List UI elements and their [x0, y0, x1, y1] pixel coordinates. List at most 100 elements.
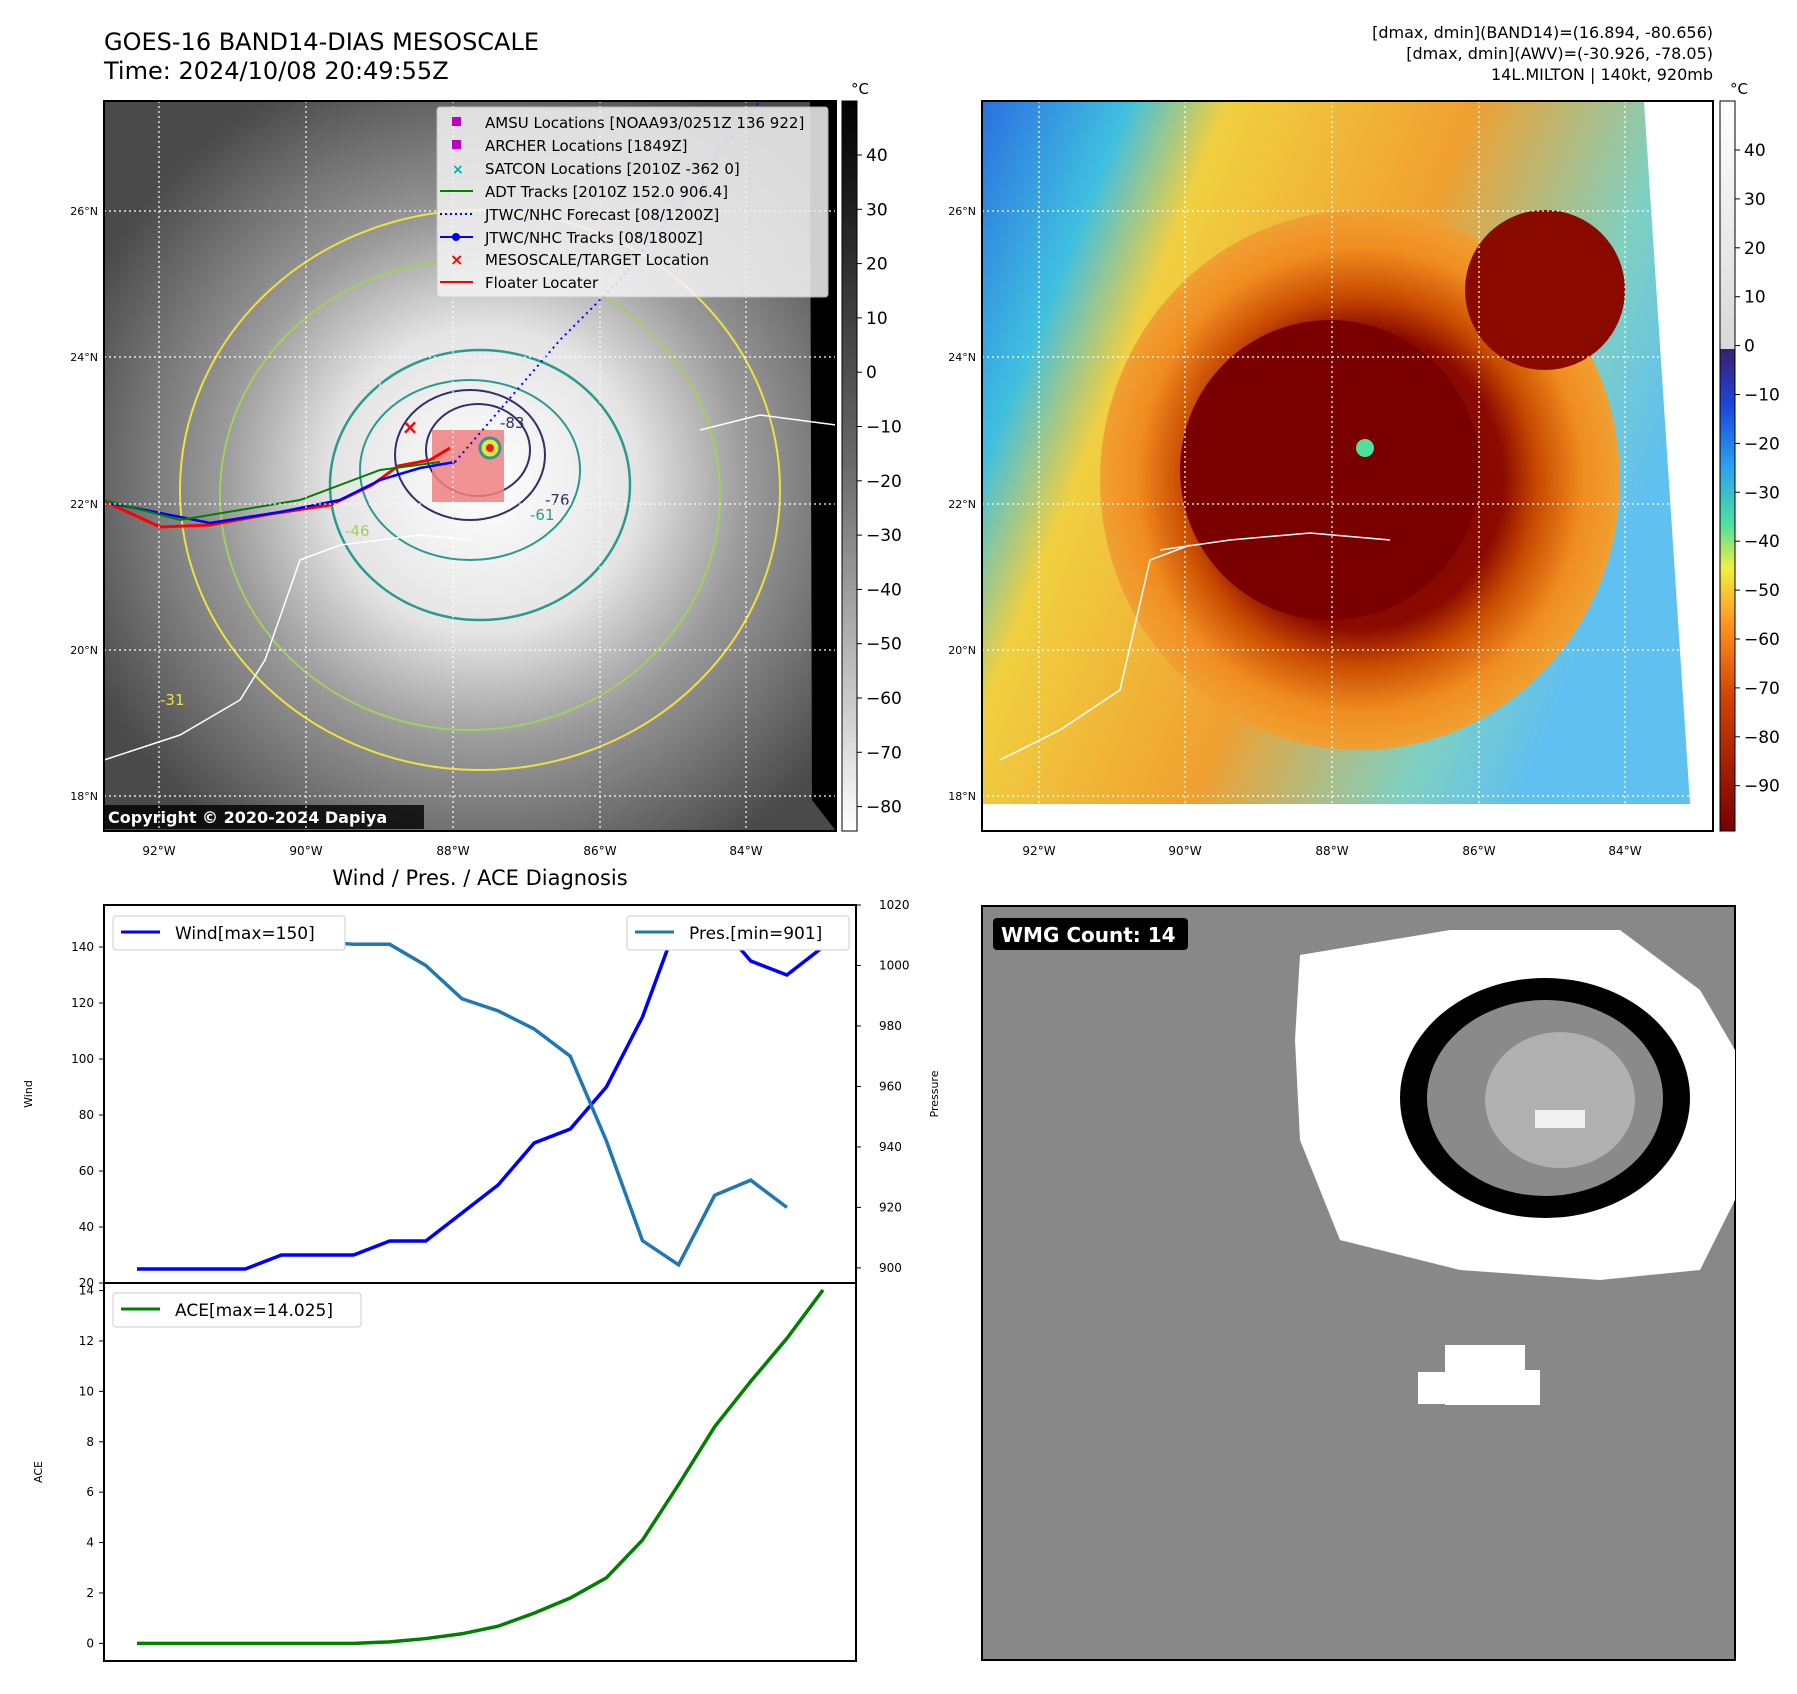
colorbar-right-tick-label: −90 [1744, 777, 1780, 797]
ace-ytick-label: 8 [86, 1435, 94, 1449]
pressure-ytick-label: 920 [879, 1200, 902, 1214]
lat-label: 22°N [70, 498, 98, 511]
colorbar-left-tick-label: −40 [866, 580, 902, 600]
lon-label: 86°W [583, 844, 616, 858]
enhanced-eye [1356, 439, 1374, 457]
colorbar-right-tick-label: −10 [1744, 386, 1780, 406]
colorbar-right-tick-label: 30 [1744, 190, 1766, 210]
wind-ytick-label: 40 [79, 1220, 94, 1234]
wind-ytick-label: 80 [79, 1108, 94, 1122]
lon-label: 84°W [729, 844, 762, 858]
enhanced-coastline [999, 532, 1391, 761]
lon-label: 88°W [1315, 844, 1348, 858]
enhanced-cloud-ne [1465, 210, 1625, 370]
legend-amsu-marker [452, 117, 461, 126]
colorbar-right-tick-label: 10 [1744, 288, 1766, 308]
legend-forecast: JTWC/NHC Forecast [08/1200Z] [484, 206, 719, 224]
colorbar-right-tick-label: −80 [1744, 728, 1780, 748]
colorbar-right-tick-label: 0 [1744, 337, 1755, 357]
wind-axis-label: Wind [22, 1080, 35, 1108]
colorbar-right-tick-label: 20 [1744, 239, 1766, 259]
ace-series-line [137, 1288, 825, 1646]
lon-label: 90°W [289, 844, 322, 858]
jtwc-track [109, 460, 456, 525]
mesoscale-target-marker: × [402, 415, 419, 439]
ace-ytick-label: 12 [79, 1334, 94, 1348]
figure-time: Time: 2024/10/08 20:49:55Z [103, 57, 449, 85]
colorbar-left-tick-label: −30 [866, 526, 902, 546]
colorbar-left-tick-label: −50 [866, 635, 902, 655]
ace-frame [103, 1282, 857, 1662]
wind-legend-box [112, 915, 346, 951]
colorbar-left-tick-label: 0 [866, 363, 877, 383]
wind-pressure-frame [103, 904, 857, 1284]
pressure-ytick-label: 1000 [879, 958, 910, 972]
legend-satcon-marker: × [452, 162, 464, 178]
contour-label: -31 [360, 376, 385, 394]
legend-target-marker: × [450, 250, 463, 269]
pressure-legend-label: Pres.[min=901] [689, 924, 822, 944]
colorbar-left: °C 40 30 20 10 0 −10 −20 −30 −40 −50 −60 −70 −80 [841, 80, 902, 832]
wmg-count: WMG Count: 14 [1001, 923, 1176, 947]
pressure-axis-label: Pressure [928, 1070, 941, 1117]
lon-label: 86°W [1462, 844, 1495, 858]
figure-title: GOES-16 BAND14-DIAS MESOSCALE [104, 28, 539, 56]
wind-ytick-label: 60 [79, 1164, 94, 1178]
colorbar-left-tick-label: −10 [866, 418, 902, 438]
contour-navy [394, 389, 546, 521]
contour-label: -76 [545, 491, 570, 509]
lat-label: 24°N [948, 351, 976, 364]
lon-label: 90°W [1168, 844, 1201, 858]
colorbar-left-tick-label: 10 [866, 309, 888, 329]
copyright-box [104, 805, 424, 829]
coastline-cuba [699, 414, 837, 431]
legend-floater: Floater Locater [485, 274, 599, 292]
pressure-ytick-label: 1020 [879, 898, 910, 912]
ace-ytick-label: 4 [86, 1536, 94, 1550]
lat-label: 18°N [948, 790, 976, 803]
wmg-count-box [993, 918, 1188, 950]
lon-label: 84°W [1608, 844, 1641, 858]
ace-legend-box [112, 1292, 362, 1328]
info-band14: [dmax, dmin](BAND14)=(16.894, -80.656) [1372, 23, 1713, 42]
copyright-text: Copyright © 2020-2024 Dapiya [108, 808, 387, 827]
colorbar-right-tick-label: −60 [1744, 630, 1780, 650]
pressure-legend-box [626, 915, 850, 951]
colorbar-right-tick-label: 40 [1744, 141, 1766, 161]
wmg-eye-warm-pixels [1535, 1110, 1585, 1128]
colorbar-right-tick-label: −30 [1744, 483, 1780, 503]
wind-ytick-label: 100 [71, 1052, 94, 1066]
lat-label: 20°N [948, 644, 976, 657]
ir-map-frame [103, 100, 837, 832]
lat-label: 22°N [948, 498, 976, 511]
lat-label: 26°N [70, 205, 98, 218]
colorbar-left-unit: °C [851, 80, 869, 98]
contour-label: -46 [345, 522, 370, 540]
lat-label: 24°N [70, 351, 98, 364]
wmg-panel: WMG Count: 14 [981, 905, 1736, 1661]
lon-label: 92°W [1022, 844, 1055, 858]
wmg-eye [1485, 1032, 1635, 1168]
pressure-ytick-label: 980 [879, 1019, 902, 1033]
enhanced-map-gridlines [982, 101, 1713, 831]
legend-archer: ARCHER Locations [1849Z] [485, 137, 688, 155]
wmg-white-cell-2 [1500, 1370, 1540, 1405]
diagnosis-title: Wind / Pres. / ACE Diagnosis [332, 866, 627, 890]
wind-pressure-chart: 20 40 60 80 100 120 140 900 920 940 960 980 1000 1020… [22, 898, 941, 1290]
lat-lon-labels: 26°N 26°N 24°N 24°N 22°N 22°N 20°N 20°N 18°N 18°N… [70, 205, 1641, 858]
wind-ytick-label: 20 [79, 1276, 94, 1290]
colorbar-left-bar [841, 100, 858, 832]
contour-teal [328, 348, 632, 622]
colorbar-right-bar [1719, 100, 1736, 832]
colorbar-right-tick-label: −20 [1744, 434, 1780, 454]
contour-label: -83 [500, 414, 525, 432]
colorbar-left-tick-label: 20 [866, 255, 888, 275]
ace-ytick-label: 10 [79, 1384, 94, 1398]
colorbar-left-tick-label: −20 [866, 472, 902, 492]
colorbar-right-ticks: 40 30 20 10 0 −10 −20 −30 −40 −50 −60 −70 −80 −90 [1735, 141, 1780, 797]
wind-ytick-label: 140 [71, 940, 94, 954]
wind-ytick-label: 120 [71, 996, 94, 1010]
floater-track [103, 446, 451, 529]
lon-label: 88°W [436, 844, 469, 858]
colorbar-left-tick-label: 30 [866, 200, 888, 220]
